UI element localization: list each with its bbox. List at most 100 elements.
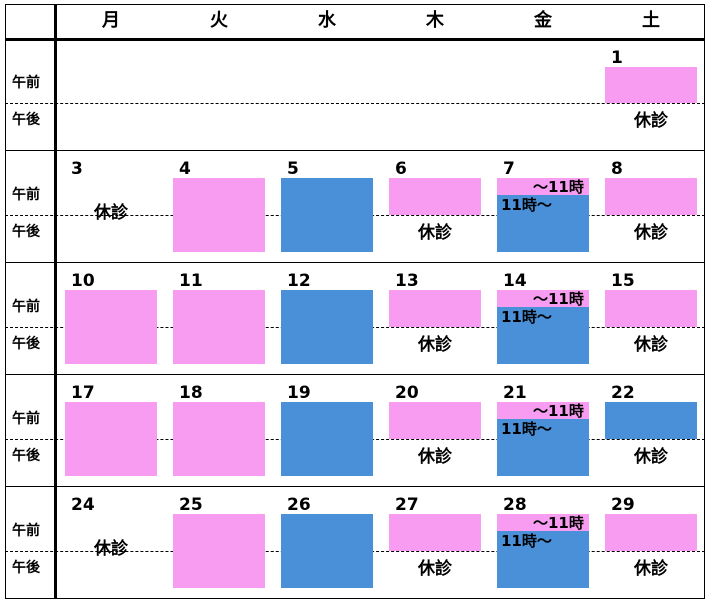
friday-pm-hours: 11時～ [501, 420, 552, 438]
am-block [605, 290, 697, 327]
pm-label: 午後 [12, 560, 40, 576]
closed-label: 休診 [418, 223, 452, 243]
pm-block [281, 551, 373, 588]
day-number: 4 [179, 159, 191, 179]
closed-label: 休診 [634, 111, 668, 131]
pm-block [173, 215, 265, 252]
am-block [173, 290, 265, 327]
grid-line [5, 598, 705, 599]
day-number: 11 [179, 271, 203, 291]
closed-label: 休診 [418, 447, 452, 467]
day-number: 5 [287, 159, 299, 179]
friday-pm-block [497, 419, 589, 476]
am-block [173, 514, 265, 551]
day-number: 8 [611, 159, 623, 179]
am-block [389, 402, 481, 439]
am-label: 午前 [12, 299, 40, 315]
am-block [605, 67, 697, 103]
period-divider [5, 103, 705, 104]
pm-block [173, 327, 265, 364]
closed-label: 休診 [634, 559, 668, 579]
am-block [65, 402, 157, 439]
am-block [605, 402, 697, 439]
closed-label: 休診 [94, 203, 128, 223]
friday-am-block [497, 178, 589, 195]
day-number: 18 [179, 383, 203, 403]
friday-pm-hours: 11時～ [501, 532, 552, 550]
grid-line [5, 4, 705, 5]
day-number: 24 [71, 495, 95, 515]
am-block [173, 178, 265, 215]
day-number: 12 [287, 271, 311, 291]
friday-am-hours: ～11時 [533, 402, 584, 420]
grid-line [54, 4, 57, 599]
pm-block [173, 551, 265, 588]
closed-label: 休診 [94, 539, 128, 559]
day-number: 3 [71, 159, 83, 179]
day-number: 13 [395, 271, 419, 291]
day-number: 17 [71, 383, 95, 403]
day-number: 25 [179, 495, 203, 515]
day-number: 22 [611, 383, 635, 403]
am-block [605, 178, 697, 215]
friday-am-block [497, 402, 589, 419]
closed-label: 休診 [418, 559, 452, 579]
pm-label: 午後 [12, 448, 40, 464]
day-number: 20 [395, 383, 419, 403]
pm-label: 午後 [12, 336, 40, 352]
day-number: 1 [611, 48, 623, 68]
pm-block [281, 439, 373, 476]
pm-block [281, 327, 373, 364]
am-label: 午前 [12, 523, 40, 539]
am-block [389, 178, 481, 215]
pm-block [173, 439, 265, 476]
am-block [605, 514, 697, 551]
day-number: 15 [611, 271, 635, 291]
am-label: 午前 [12, 187, 40, 203]
friday-am-block [497, 290, 589, 307]
am-block [389, 514, 481, 551]
pm-block [65, 439, 157, 476]
grid-line [5, 150, 705, 151]
day-number: 14 [503, 271, 527, 291]
weekday-header: 水 [318, 10, 336, 31]
am-label: 午前 [12, 411, 40, 427]
day-number: 10 [71, 271, 95, 291]
friday-am-hours: ～11時 [533, 178, 584, 196]
day-number: 21 [503, 383, 527, 403]
closed-label: 休診 [418, 335, 452, 355]
friday-pm-block [497, 307, 589, 364]
friday-am-hours: ～11時 [533, 514, 584, 532]
am-label: 午前 [12, 75, 40, 91]
grid-line [5, 38, 705, 41]
grid-line [5, 4, 6, 599]
pm-block [65, 327, 157, 364]
weekday-header: 月 [102, 10, 120, 31]
am-block [281, 514, 373, 551]
friday-pm-hours: 11時～ [501, 308, 552, 326]
grid-line [5, 374, 705, 375]
pm-label: 午後 [12, 224, 40, 240]
day-number: 6 [395, 159, 407, 179]
am-block [65, 290, 157, 327]
friday-am-block [497, 514, 589, 531]
friday-am-hours: ～11時 [533, 290, 584, 308]
grid-line [5, 262, 705, 263]
weekday-header: 火 [210, 10, 228, 31]
weekday-header: 土 [642, 10, 660, 31]
am-block [389, 290, 481, 327]
friday-pm-hours: 11時～ [501, 196, 552, 214]
closed-label: 休診 [634, 335, 668, 355]
day-number: 19 [287, 383, 311, 403]
friday-pm-block [497, 531, 589, 588]
am-block [281, 178, 373, 215]
pm-label: 午後 [12, 112, 40, 128]
weekday-header: 金 [534, 10, 552, 31]
am-block [281, 402, 373, 439]
closed-label: 休診 [634, 447, 668, 467]
am-block [281, 290, 373, 327]
am-block [173, 402, 265, 439]
day-number: 29 [611, 495, 635, 515]
pm-block [281, 215, 373, 252]
